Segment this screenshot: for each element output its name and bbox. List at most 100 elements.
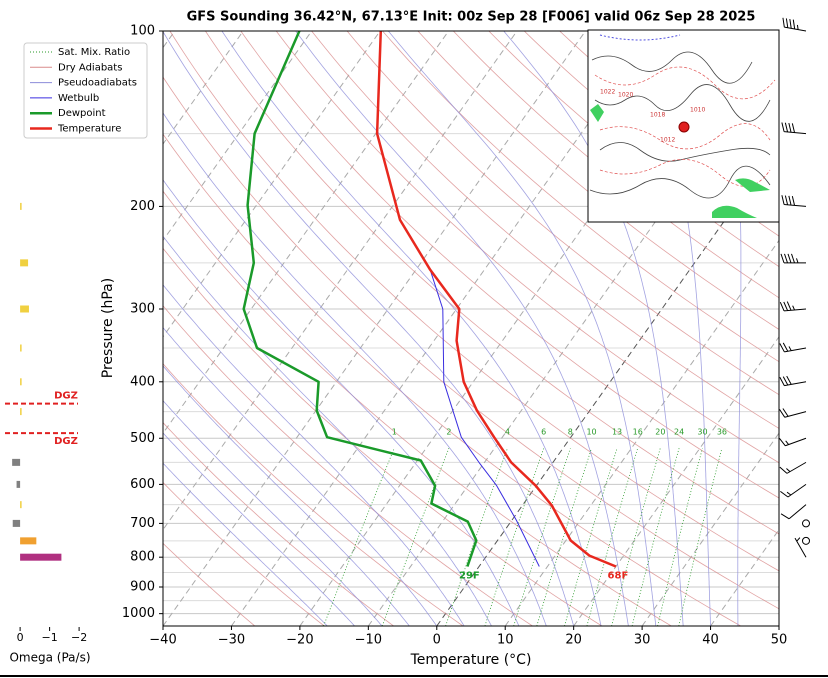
map-label: 1010 xyxy=(690,107,705,114)
pseudoadiabat xyxy=(163,179,520,626)
y-tick-label: 300 xyxy=(130,301,155,316)
omega-bar xyxy=(20,501,22,509)
x-tick-label: 20 xyxy=(565,633,582,648)
x-tick-label: 30 xyxy=(634,633,651,648)
isotherm xyxy=(163,31,586,626)
pseudoadiabat xyxy=(387,31,657,626)
mixing-ratio-label: 16 xyxy=(633,428,643,437)
omega-bar xyxy=(20,537,37,545)
wind-barb xyxy=(782,17,807,32)
mixing-ratio-label: 1 xyxy=(392,428,397,437)
isotherm xyxy=(573,335,779,626)
mixing-ratio-line xyxy=(611,448,661,626)
pseudoadiabat xyxy=(725,31,742,626)
mixing-ratio-line xyxy=(536,448,592,626)
omega-bar xyxy=(20,378,22,386)
pseudoadiabat xyxy=(163,235,492,626)
wind-barb xyxy=(779,461,807,474)
wind-barb xyxy=(780,483,807,498)
omega-tick-label: −2 xyxy=(71,631,87,644)
isotherm xyxy=(504,239,779,626)
isotherm xyxy=(436,143,779,626)
dry-adiabat xyxy=(205,31,779,535)
mixing-ratio-label: 13 xyxy=(612,428,622,437)
wind-barb xyxy=(794,537,807,558)
omega-bar xyxy=(20,553,62,561)
dry-adiabat xyxy=(453,31,779,299)
mixing-ratio-label: 6 xyxy=(541,428,546,437)
mixing-ratio-label: 4 xyxy=(505,428,510,437)
x-tick-label: −30 xyxy=(218,633,245,648)
omega-bar xyxy=(20,408,22,416)
dry-adiabat xyxy=(382,31,779,363)
omega-bar xyxy=(20,259,29,267)
y-tick-label: 1000 xyxy=(122,606,155,621)
chart-title: GFS Sounding 36.42°N, 67.13°E Init: 00z … xyxy=(187,10,756,25)
dry-adiabat xyxy=(169,31,779,572)
pseudoadiabat xyxy=(295,31,629,626)
mixing-ratio-label: 24 xyxy=(674,428,684,437)
omega-bar xyxy=(16,480,21,488)
wind-barb xyxy=(779,408,807,418)
omega-bar xyxy=(12,458,21,466)
x-tick-label: 40 xyxy=(702,633,719,648)
pseudoadiabat xyxy=(503,31,684,626)
pseudoadiabat xyxy=(627,31,711,626)
dry-adiabat xyxy=(311,31,779,429)
legend-box xyxy=(23,42,148,139)
dry-adiabat xyxy=(163,133,741,626)
value-label: 29F xyxy=(459,571,480,582)
y-tick-label: 400 xyxy=(130,374,155,389)
pseudoadiabat xyxy=(163,365,410,626)
x-tick-label: 10 xyxy=(497,633,514,648)
mixing-ratio-label: 36 xyxy=(717,428,727,437)
omega-bar xyxy=(20,344,22,352)
mixing-ratio-label: 10 xyxy=(586,428,596,437)
wind-barb xyxy=(781,195,807,207)
x-axis-label: Temperature (°C) xyxy=(410,652,532,668)
wind-barb xyxy=(780,253,806,264)
wind-barb xyxy=(780,504,807,520)
value-label: 68F xyxy=(608,571,629,582)
y-tick-label: 200 xyxy=(130,199,155,214)
omega-bar xyxy=(12,519,21,527)
profile-line xyxy=(375,31,617,568)
x-tick-label: −20 xyxy=(286,633,313,648)
inset-map: 1022 1020 1018 1012 1010 xyxy=(587,29,780,223)
legend-label: Dry Adiabats xyxy=(58,62,122,73)
dgz-label: DGZ xyxy=(54,436,78,447)
mixing-ratio-label: 30 xyxy=(697,428,707,437)
isotherm xyxy=(163,31,381,338)
profile-line xyxy=(242,31,478,567)
wind-barb xyxy=(779,342,807,353)
pseudoadiabat xyxy=(163,400,383,626)
mixing-ratio-line xyxy=(323,448,395,626)
mixing-ratio-label: 2 xyxy=(446,428,451,437)
omega-tick-label: 0 xyxy=(17,631,24,644)
dry-adiabat xyxy=(346,31,779,396)
mixing-ratio-line xyxy=(586,448,639,626)
isotherm xyxy=(299,31,723,626)
wind-barb xyxy=(781,122,807,135)
y-tick-label: 700 xyxy=(130,516,155,531)
isotherm xyxy=(163,31,450,435)
legend-label: Dewpoint xyxy=(58,108,106,119)
wind-calm xyxy=(802,519,810,528)
y-tick-label: 800 xyxy=(130,550,155,565)
mixing-ratio-line xyxy=(678,448,723,626)
map-label: 1018 xyxy=(650,112,665,119)
omega-tick-label: −1 xyxy=(41,631,57,644)
dgz-label: DGZ xyxy=(54,391,78,402)
mixing-ratio-label: 20 xyxy=(655,428,665,437)
dry-adiabat xyxy=(163,481,325,626)
dry-adiabat xyxy=(417,31,779,330)
mixing-ratio-line xyxy=(484,448,545,626)
x-tick-label: −10 xyxy=(355,633,382,648)
pseudoadiabat xyxy=(163,432,355,626)
dry-adiabat xyxy=(240,31,779,499)
wind-barb xyxy=(779,375,807,387)
legend-label: Wetbulb xyxy=(58,93,99,104)
mixing-ratio-line xyxy=(631,448,680,626)
profile-line xyxy=(429,269,540,567)
